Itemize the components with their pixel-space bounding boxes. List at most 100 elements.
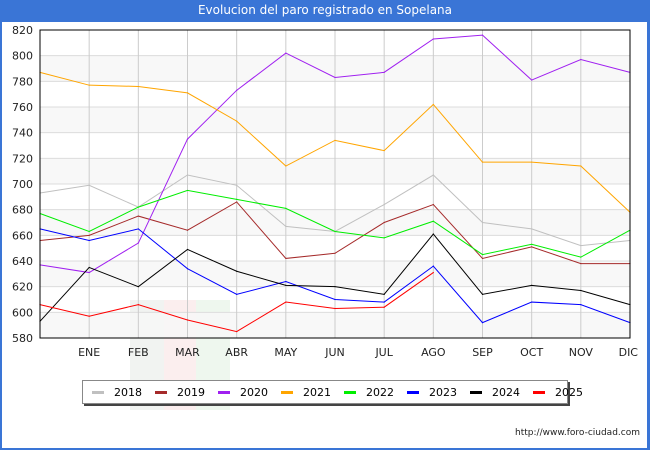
x-tick-label: FEB: [128, 346, 149, 359]
data-point-2020: [580, 58, 582, 61]
data-point-2019: [481, 257, 484, 260]
data-point-2021: [137, 85, 139, 88]
data-point-2022: [285, 207, 287, 209]
legend-label: 2024: [492, 385, 520, 399]
data-point-2022: [531, 243, 533, 245]
data-point-2019: [334, 252, 336, 254]
y-tick-label: 740: [12, 127, 33, 140]
data-point-2020: [285, 52, 287, 54]
legend-label: 2021: [303, 385, 331, 399]
data-point-2018: [481, 221, 484, 224]
data-point-2021: [186, 92, 189, 94]
data-point-2021: [580, 165, 582, 167]
data-point-2025: [137, 304, 139, 306]
legend-label: 2025: [555, 385, 583, 399]
data-point-2024: [236, 270, 238, 272]
data-point-2020: [236, 89, 238, 91]
legend-label: 2023: [429, 385, 457, 399]
data-point-2019: [531, 246, 533, 248]
data-point-2019: [137, 215, 139, 217]
legend-label: 2019: [177, 385, 205, 399]
data-point-2022: [580, 256, 582, 258]
y-tick-label: 700: [12, 178, 33, 191]
data-point-2020: [432, 38, 434, 40]
data-point-2022: [481, 253, 484, 256]
data-point-2025: [186, 319, 189, 321]
data-point-2018: [531, 228, 533, 230]
data-point-2021: [531, 161, 533, 163]
data-point-2024: [285, 284, 287, 286]
x-tick-label: SEP: [472, 346, 493, 359]
x-tick-label: NOV: [569, 346, 594, 359]
legend-item-2018: 2018: [92, 386, 142, 399]
legend-label: 2018: [114, 385, 142, 399]
data-point-2019: [186, 229, 189, 231]
data-point-2023: [383, 301, 385, 303]
data-point-2025: [88, 315, 90, 317]
data-point-2018: [236, 184, 238, 186]
y-tick-label: 720: [12, 152, 33, 165]
legend-item-2025: 2025: [533, 386, 583, 399]
data-point-2021: [88, 84, 90, 86]
legend-item-2020: 2020: [218, 386, 268, 399]
x-tick-label: ABR: [225, 346, 248, 359]
x-tick-label: AGO: [421, 346, 446, 359]
data-point-2020: [334, 76, 336, 79]
data-point-2023: [531, 301, 533, 303]
data-point-2020: [531, 79, 533, 81]
data-point-2025: [285, 301, 287, 303]
data-point-2024: [580, 289, 582, 292]
data-point-2019: [236, 201, 238, 203]
x-tick-label: MAY: [274, 346, 297, 359]
data-point-2023: [88, 239, 90, 242]
x-tick-label: JUL: [374, 346, 393, 359]
data-point-2022: [186, 189, 189, 192]
data-point-2021: [334, 139, 336, 141]
y-tick-label: 620: [12, 281, 33, 294]
data-point-2023: [432, 265, 434, 267]
data-point-2022: [137, 206, 139, 208]
data-point-2020: [383, 71, 385, 73]
legend-swatch: [470, 390, 482, 394]
legend-label: 2022: [366, 385, 394, 399]
y-tick-label: 800: [12, 50, 33, 63]
data-point-2018: [186, 174, 189, 176]
legend-item-2019: 2019: [155, 386, 205, 399]
data-point-2020: [137, 242, 139, 244]
data-point-2022: [88, 230, 90, 233]
data-point-2025: [236, 330, 238, 333]
data-point-2020: [88, 271, 90, 274]
data-point-2022: [334, 230, 336, 233]
x-tick-label: ENE: [78, 346, 100, 359]
legend-swatch: [533, 390, 545, 394]
data-point-2024: [531, 284, 533, 286]
data-point-2018: [88, 184, 90, 186]
data-point-2021: [383, 150, 385, 152]
y-tick-label: 600: [12, 306, 33, 319]
source-url: http://www.foro-ciudad.com: [515, 428, 640, 438]
data-point-2024: [88, 266, 90, 269]
chart-title: Evolucion del paro registrado en Sopelan…: [0, 0, 650, 22]
legend-swatch: [155, 390, 167, 394]
y-tick-label: 640: [12, 255, 33, 268]
data-point-2018: [285, 225, 287, 227]
data-point-2019: [285, 257, 287, 260]
legend-swatch: [92, 390, 104, 394]
plot-border: [39, 29, 631, 339]
data-point-2024: [137, 286, 139, 288]
data-point-2023: [186, 268, 189, 270]
x-tick-label: DIC: [619, 346, 639, 359]
data-point-2023: [481, 322, 484, 324]
data-point-2024: [383, 293, 385, 295]
legend-item-2024: 2024: [470, 386, 520, 399]
legend-swatch: [281, 390, 293, 394]
data-point-2018: [383, 203, 385, 206]
data-point-2019: [432, 203, 434, 206]
data-point-2022: [236, 198, 238, 200]
y-tick-label: 760: [12, 101, 33, 114]
data-point-2021: [236, 120, 238, 122]
data-point-2018: [432, 174, 434, 176]
data-point-2023: [580, 304, 582, 306]
data-point-2024: [186, 248, 189, 251]
